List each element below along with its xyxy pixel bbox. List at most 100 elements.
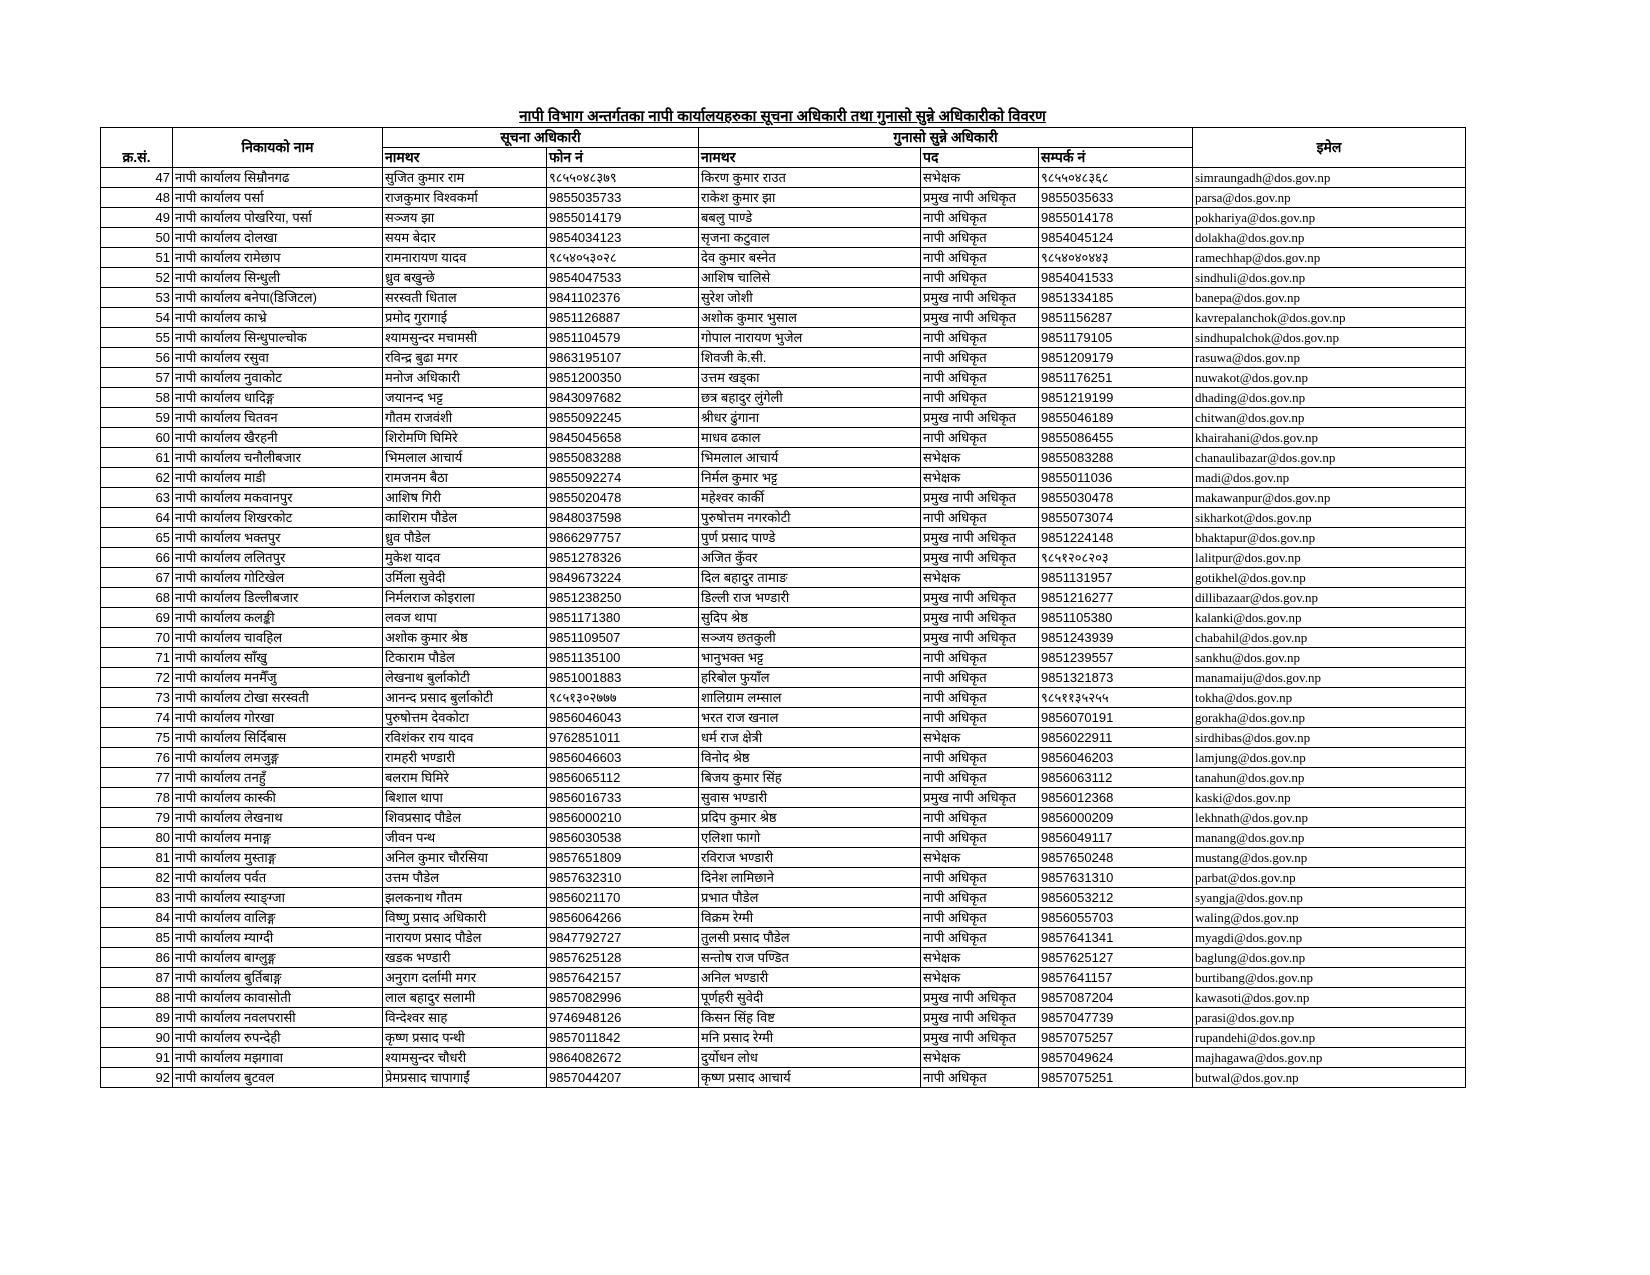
- info-officer-name: ध्रुव बखुन्छे: [382, 267, 547, 288]
- info-officer-phone: 9854034123: [546, 227, 699, 248]
- office-name: नापी कार्यालय गोरखा: [172, 707, 383, 728]
- email: sirdhibas@dos.gov.np: [1192, 727, 1466, 748]
- header-email: इमेल: [1192, 127, 1466, 168]
- serial-number: 52: [100, 267, 173, 288]
- grievance-officer-name: कृष्ण प्रसाद आचार्य: [698, 1067, 921, 1088]
- serial-number: 57: [100, 367, 173, 388]
- office-name: नापी कार्यालय लमजुङ्ग: [172, 747, 383, 768]
- grievance-officer-contact: 9857047739: [1038, 1007, 1193, 1028]
- grievance-officer-name: रविराज भण्डारी: [698, 847, 921, 868]
- info-officer-name: नारायण प्रसाद पौडेल: [382, 927, 547, 948]
- info-officer-phone: ९८५४०५३०२८: [546, 247, 699, 268]
- info-officer-name: बलराम घिमिरे: [382, 767, 547, 788]
- grievance-officer-contact: 9856070191: [1038, 707, 1193, 728]
- grievance-officer-contact: 9854045124: [1038, 227, 1193, 248]
- grievance-officer-post: नापी अधिकृत: [920, 247, 1039, 268]
- info-officer-name: भिमलाल आचार्य: [382, 447, 547, 468]
- info-officer-name: अशोक कुमार श्रेष्ठ: [382, 627, 547, 648]
- grievance-officer-contact: ९८५११३५२५५: [1038, 687, 1193, 708]
- office-name: नापी कार्यालय पर्वत: [172, 867, 383, 888]
- grievance-officer-contact: 9857641341: [1038, 927, 1193, 948]
- grievance-officer-post: प्रमुख नापी अधिकृत: [920, 787, 1039, 808]
- serial-number: 53: [100, 287, 173, 308]
- office-name: नापी कार्यालय सिम्रौनगढ: [172, 167, 383, 188]
- grievance-officer-contact: 9851321873: [1038, 667, 1193, 688]
- info-officer-phone: 9857625128: [546, 947, 699, 968]
- grievance-officer-post: प्रमुख नापी अधिकृत: [920, 1027, 1039, 1048]
- grievance-officer-contact: 9857087204: [1038, 987, 1193, 1008]
- grievance-officer-name: धर्म राज क्षेत्री: [698, 727, 921, 748]
- email: gotikhel@dos.gov.np: [1192, 567, 1466, 588]
- table-row: 56 नापी कार्यालय रसुवा रविन्द्र बुढा मगर 98…: [100, 347, 1466, 368]
- info-officer-name: टिकाराम पौडेल: [382, 647, 547, 668]
- table-row: 84 नापी कार्यालय वालिङ्ग विष्णु प्रसाद अधि…: [100, 907, 1466, 928]
- table-row: 67 नापी कार्यालय गोटिखेल उर्मिला सुवेदी 984…: [100, 567, 1466, 588]
- office-name: नापी कार्यालय साँखु: [172, 647, 383, 668]
- grievance-officer-post: नापी अधिकृत: [920, 687, 1039, 708]
- email: sindhupalchok@dos.gov.np: [1192, 327, 1466, 348]
- office-name: नापी कार्यालय लेखनाथ: [172, 807, 383, 828]
- info-officer-phone: 9849673224: [546, 567, 699, 588]
- info-officer-name: पुरुषोत्तम देवकोटा: [382, 707, 547, 728]
- grievance-officer-name: अनिल भण्डारी: [698, 967, 921, 988]
- office-name: नापी कार्यालय काभ्रे: [172, 307, 383, 328]
- info-officer-phone: 9864082672: [546, 1047, 699, 1068]
- header-info-phone: फोन नं: [546, 147, 699, 168]
- grievance-officer-name: आशिष चालिसे: [698, 267, 921, 288]
- info-officer-name: मनोज अधिकारी: [382, 367, 547, 388]
- office-name: नापी कार्यालय माडी: [172, 467, 383, 488]
- grievance-officer-post: नापी अधिकृत: [920, 207, 1039, 228]
- grievance-officer-contact: 9855073074: [1038, 507, 1193, 528]
- table-row: 62 नापी कार्यालय माडी रामजनम बैठा 985509227…: [100, 467, 1466, 488]
- info-officer-name: रामहरी भण्डारी: [382, 747, 547, 768]
- grievance-officer-post: नापी अधिकृत: [920, 867, 1039, 888]
- info-officer-name: उर्मिला सुवेदी: [382, 567, 547, 588]
- email: butwal@dos.gov.np: [1192, 1067, 1466, 1088]
- serial-number: 56: [100, 347, 173, 368]
- table-row: 65 नापी कार्यालय भक्तपुर ध्रुव पौडेल 986629…: [100, 527, 1466, 548]
- info-officer-name: खडक भण्डारी: [382, 947, 547, 968]
- email: madi@dos.gov.np: [1192, 467, 1466, 488]
- info-officer-name: कृष्ण प्रसाद पन्थी: [382, 1027, 547, 1048]
- grievance-officer-post: नापी अधिकृत: [920, 747, 1039, 768]
- grievance-officer-contact: 9851216277: [1038, 587, 1193, 608]
- office-name: नापी कार्यालय म्याग्दी: [172, 927, 383, 948]
- office-name: नापी कार्यालय धादिङ्ग: [172, 387, 383, 408]
- grievance-officer-contact: 9851176251: [1038, 367, 1193, 388]
- serial-number: 74: [100, 707, 173, 728]
- grievance-officer-name: हरिबोल फुयाँल: [698, 667, 921, 688]
- grievance-officer-post: सभेक्षक: [920, 727, 1039, 748]
- grievance-officer-name: भिमलाल आचार्य: [698, 447, 921, 468]
- office-name: नापी कार्यालय चावहिल: [172, 627, 383, 648]
- email: khairahani@dos.gov.np: [1192, 427, 1466, 448]
- grievance-officer-post: प्रमुख नापी अधिकृत: [920, 987, 1039, 1008]
- office-name: नापी कार्यालय वालिङ्ग: [172, 907, 383, 928]
- grievance-officer-name: शालिग्राम लम्साल: [698, 687, 921, 708]
- grievance-officer-post: सभेक्षक: [920, 847, 1039, 868]
- info-officer-phone: 9851126887: [546, 307, 699, 328]
- table-row: 54 नापी कार्यालय काभ्रे प्रमोद गुरागाई 9851…: [100, 307, 1466, 328]
- serial-number: 86: [100, 947, 173, 968]
- info-officer-phone: 9856021170: [546, 887, 699, 908]
- serial-number: 85: [100, 927, 173, 948]
- grievance-officer-post: प्रमुख नापी अधिकृत: [920, 607, 1039, 628]
- email: gorakha@dos.gov.np: [1192, 707, 1466, 728]
- info-officer-name: सञ्जय झा: [382, 207, 547, 228]
- grievance-officer-name: राकेश कुमार झा: [698, 187, 921, 208]
- grievance-officer-name: भानुभक्त भट्ट: [698, 647, 921, 668]
- grievance-officer-name: माधव ढकाल: [698, 427, 921, 448]
- table-row: 78 नापी कार्यालय कास्की बिशाल थापा 98560167…: [100, 787, 1466, 808]
- email: pokhariya@dos.gov.np: [1192, 207, 1466, 228]
- office-name: नापी कार्यालय मुस्ताङ्ग: [172, 847, 383, 868]
- table-row: 66 नापी कार्यालय ललितपुर मुकेश यादव 9851278…: [100, 547, 1466, 568]
- grievance-officer-name: निर्मल कुमार भट्ट: [698, 467, 921, 488]
- serial-number: 59: [100, 407, 173, 428]
- email: kalanki@dos.gov.np: [1192, 607, 1466, 628]
- table-row: 58 नापी कार्यालय धादिङ्ग जयानन्द भट्ट 98430…: [100, 387, 1466, 408]
- serial-number: 48: [100, 187, 173, 208]
- grievance-officer-name: बबलु पाण्डे: [698, 207, 921, 228]
- office-name: नापी कार्यालय भक्तपुर: [172, 527, 383, 548]
- table-row: 49 नापी कार्यालय पोखरिया, पर्सा सञ्जय झा 98…: [100, 207, 1466, 228]
- office-name: नापी कार्यालय तनहुँ: [172, 767, 383, 788]
- grievance-officer-contact: 9855030478: [1038, 487, 1193, 508]
